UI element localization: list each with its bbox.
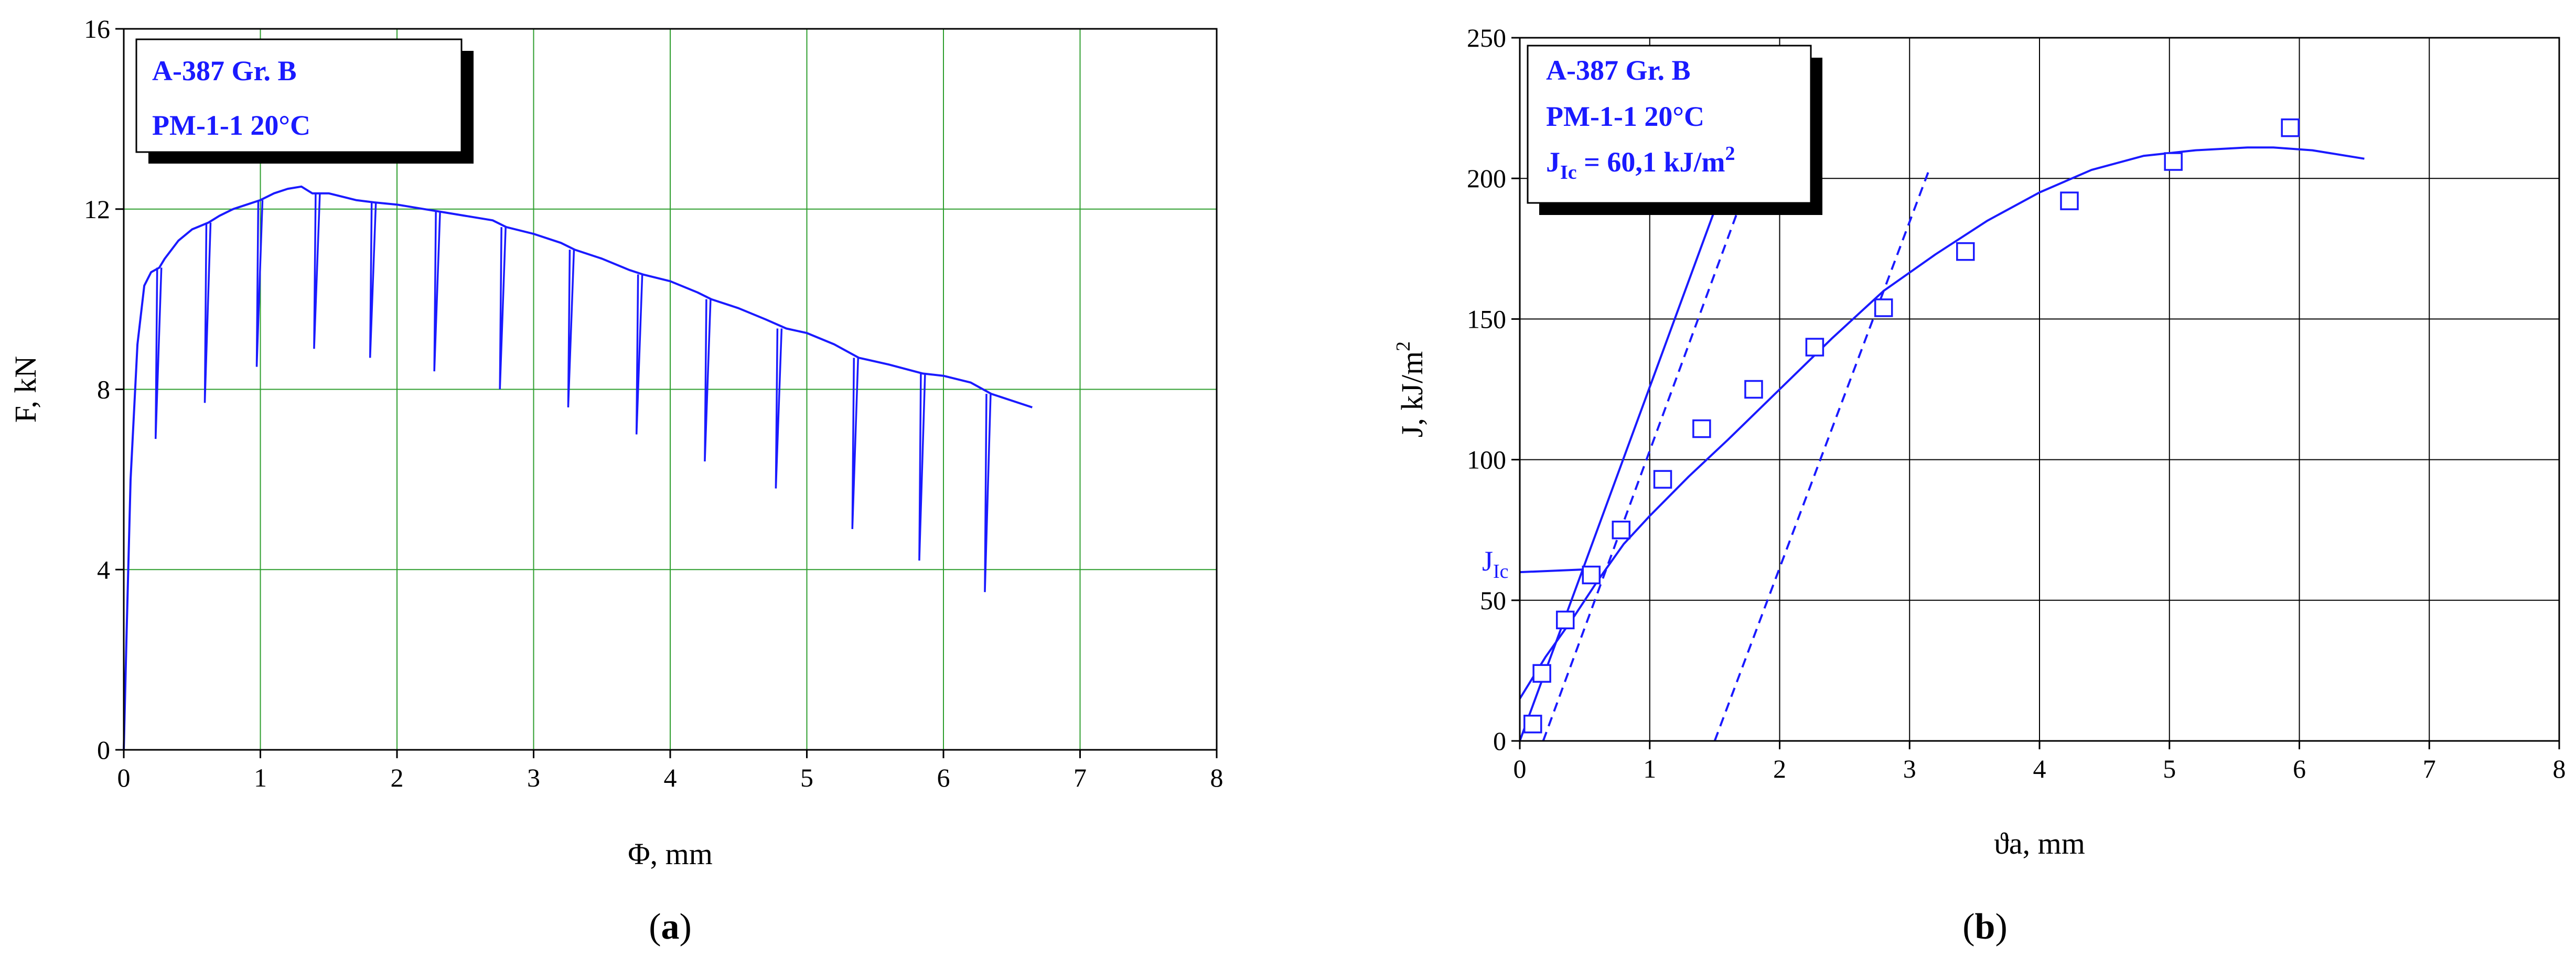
- chart-b-data-point: [1582, 565, 1601, 585]
- chart-b-data-point: [2164, 152, 2183, 171]
- chart-b-data-point: [1555, 610, 1575, 630]
- chart-b-series: [1519, 118, 2365, 741]
- chart-b-data-point: [1805, 338, 1824, 357]
- chart-b-data-point: [1653, 470, 1672, 489]
- chart-a-unloading-line: [313, 193, 321, 349]
- a-x-tick-label: 2: [391, 763, 404, 792]
- chart-b-jic-line: [1519, 568, 1587, 574]
- a-x-tick-label: 6: [937, 763, 950, 792]
- a-x-tick-label: 1: [254, 763, 267, 792]
- chart-a-legend-line-1: A-387 Gr. B: [152, 55, 297, 87]
- b-x-tick-label: 1: [1643, 754, 1656, 783]
- chart-b-jic-subscript: Ic: [1493, 561, 1509, 583]
- chart-b-y-axis-label: J, kJ/m2: [1392, 341, 1429, 437]
- chart-a-x-axis-label: Φ, mm: [628, 837, 713, 871]
- chart-b-legend-superscript: 2: [1725, 143, 1735, 165]
- chart-a-unloading-line: [369, 202, 377, 358]
- chart-a-panel-label: (a): [649, 907, 692, 947]
- chart-b-legend: A-387 Gr. B PM-1-1 20°C JIc = 60,1 kJ/m2: [1527, 45, 1822, 215]
- chart-b-data-point: [1523, 715, 1542, 734]
- chart-a-unloading-line: [154, 267, 163, 439]
- chart-b-data-point: [1956, 242, 1975, 261]
- b-x-tick-label: 8: [2553, 754, 2566, 783]
- chart-a-unloading-line: [775, 328, 783, 489]
- chart-b-data-point: [1744, 380, 1763, 399]
- a-x-tick-label: 3: [527, 763, 540, 792]
- b-x-tick-label: 3: [1903, 754, 1916, 783]
- chart-a-unloading-line: [918, 373, 926, 561]
- chart-b-panel-label: (b): [1962, 907, 2008, 947]
- b-y-tick-label: 50: [1480, 586, 1506, 615]
- b-x-tick-label: 4: [2033, 754, 2046, 783]
- chart-a-unloading-line: [851, 358, 860, 529]
- chart-b-plot-frame: [1519, 37, 2560, 742]
- chart-a-unloading-line: [984, 394, 992, 593]
- chart-a-legend-box: [135, 38, 463, 153]
- chart-b-x-axis-label: ϑa, mm: [1994, 826, 2085, 860]
- chart-b: 0 1 2 3 4 5 6 7 8 0 50 100 150 200 250 A-387 Gr. B PM-…: [1392, 23, 2566, 947]
- chart-a-unloading-line: [255, 200, 264, 367]
- chart-b-fit-curve: [1519, 146, 2365, 699]
- chart-b-legend-box: [1527, 45, 1812, 204]
- b-x-tick-label: 0: [1514, 754, 1527, 783]
- chart-b-data-point: [1874, 298, 1893, 317]
- chart-b-y-axis-label-superscript: 2: [1392, 341, 1414, 351]
- chart-b-data-point: [2060, 191, 2079, 210]
- chart-b-jic-annotation: JIc: [1482, 545, 1509, 583]
- b-y-tick-label: 150: [1467, 304, 1506, 333]
- chart-b-offset-line-1: [1542, 192, 1746, 741]
- chart-b-ticks: 0 1 2 3 4 5 6 7 8 0 50 100 150 200 250: [1467, 23, 2566, 783]
- chart-a-plot-frame: [123, 28, 1218, 751]
- chart-a-series: [123, 185, 1033, 750]
- a-y-tick-label: 4: [97, 555, 110, 584]
- b-y-tick-label: 250: [1467, 23, 1506, 52]
- chart-a-legend-line-2: PM-1-1 20°C: [152, 110, 310, 141]
- b-x-tick-label: 5: [2163, 754, 2176, 783]
- chart-b-legend-line-2: PM-1-1 20°C: [1546, 101, 1704, 132]
- chart-b-offset-line-2: [1713, 169, 1930, 741]
- chart-b-legend-value: = 60,1 kJ/m: [1577, 146, 1725, 178]
- chart-b-legend-line-1: A-387 Gr. B: [1546, 55, 1691, 86]
- chart-b-legend-line-3: JIc = 60,1 kJ/m2: [1546, 143, 1735, 184]
- a-y-tick-label: 16: [84, 14, 110, 44]
- chart-a-legend: A-387 Gr. B PM-1-1 20°C: [135, 38, 474, 164]
- chart-b-legend-subscript: Ic: [1560, 162, 1577, 184]
- a-x-tick-label: 4: [664, 763, 677, 792]
- chart-b-data-point: [1692, 419, 1711, 438]
- b-y-tick-label: 200: [1467, 164, 1506, 193]
- b-x-tick-label: 7: [2423, 754, 2436, 783]
- a-y-tick-label: 8: [97, 375, 110, 404]
- chart-b-blunting-line: [1519, 192, 1722, 741]
- chart-a-unloading-line: [635, 274, 643, 435]
- a-x-tick-label: 8: [1210, 763, 1223, 792]
- chart-b-panel-letter: b: [1975, 907, 1995, 947]
- chart-b-data-point: [2281, 118, 2300, 137]
- chart-b-grid: [1520, 38, 2559, 741]
- a-x-tick-label: 7: [1074, 763, 1087, 792]
- chart-a-load-curve: [123, 185, 1033, 750]
- a-y-tick-label: 12: [84, 195, 110, 224]
- chart-a-unloading-line: [499, 227, 507, 390]
- chart-b-data-point: [1612, 520, 1630, 540]
- b-y-tick-label: 100: [1467, 445, 1506, 475]
- a-x-tick-label: 0: [117, 763, 131, 792]
- b-x-tick-label: 2: [1773, 754, 1786, 783]
- chart-a-y-axis-label: F, kN: [8, 356, 42, 423]
- a-y-tick-label: 0: [97, 735, 110, 765]
- b-x-tick-label: 6: [2293, 754, 2306, 783]
- chart-a-unloading-line: [203, 222, 212, 403]
- chart-b-data-point: [1532, 664, 1551, 683]
- chart-a-unloading-line: [433, 211, 441, 372]
- chart-a-unloading-line: [567, 250, 575, 407]
- chart-a-panel-letter: a: [661, 907, 680, 947]
- chart-a-unloading-line: [704, 299, 712, 462]
- a-x-tick-label: 5: [800, 763, 813, 792]
- b-y-tick-label: 0: [1493, 726, 1506, 756]
